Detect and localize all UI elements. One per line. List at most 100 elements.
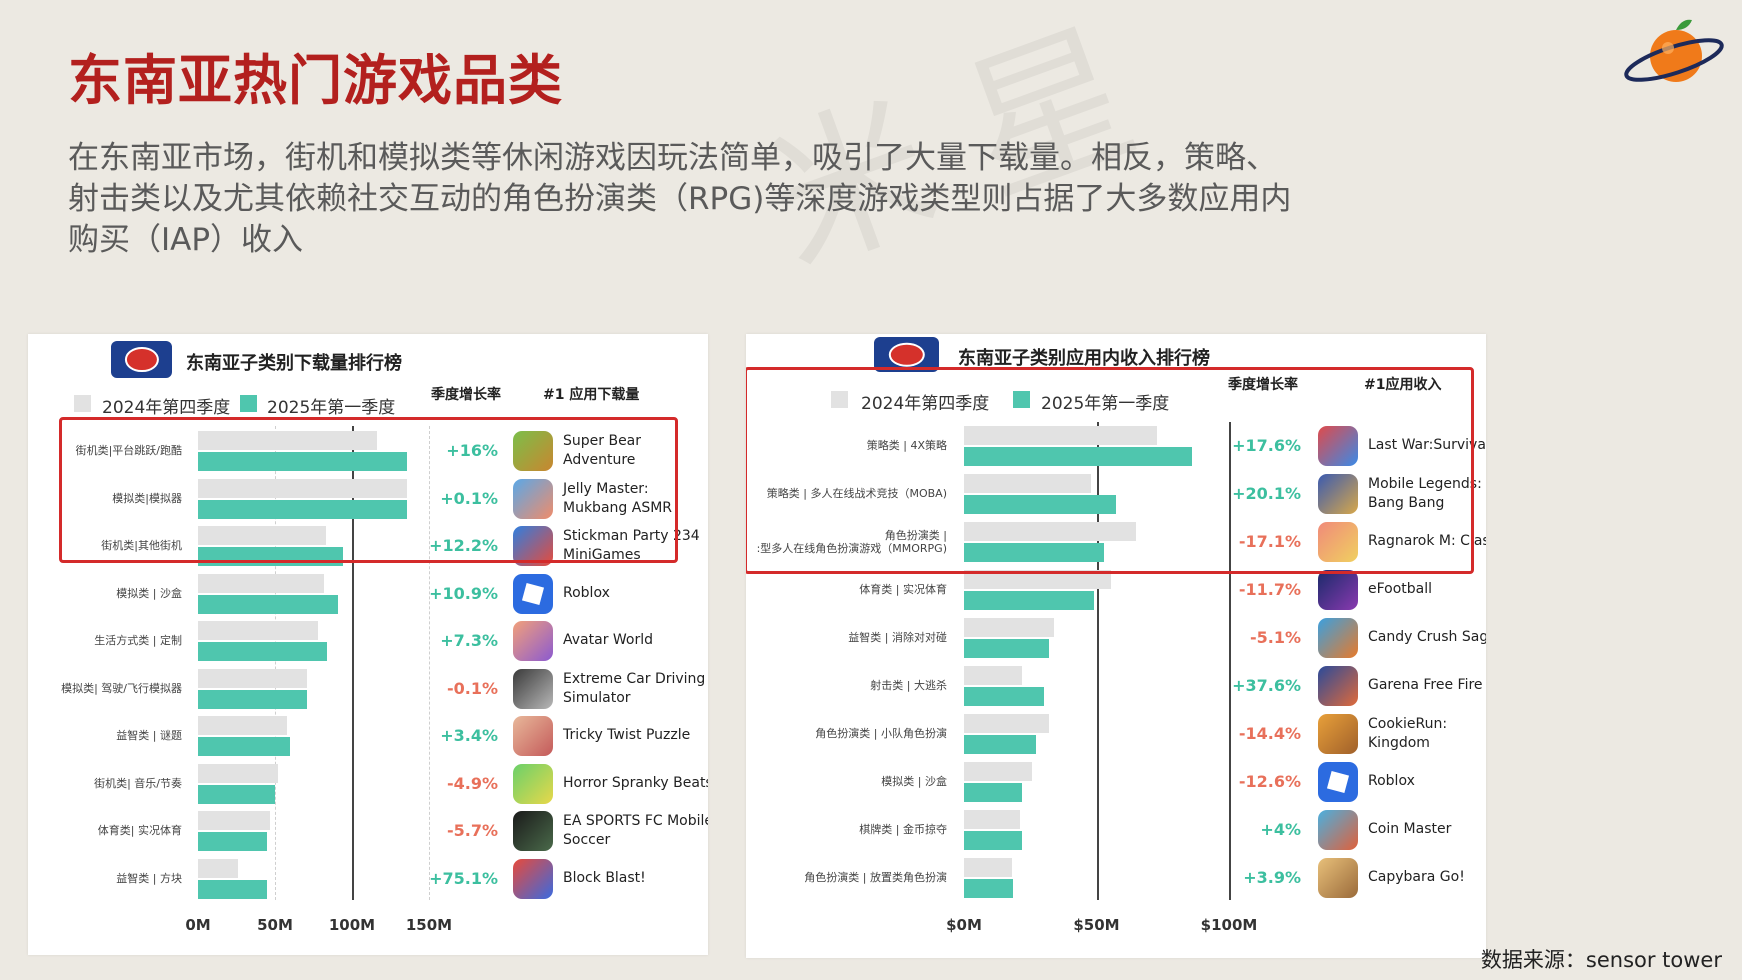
axis-divider-line (1096, 422, 1099, 900)
category-label-line: 生活方式类 | 定制 (94, 634, 182, 647)
x-tick-label: 100M (328, 916, 376, 934)
bar-q1-2025 (198, 642, 328, 661)
last-war-survival-icon[interactable] (1318, 426, 1358, 466)
app-name[interactable]: Tricky Twist Puzzle (563, 727, 691, 743)
bar-q4-2024 (198, 478, 408, 498)
category-label: 棋牌类 | 金币掠夺 (859, 823, 947, 836)
intro-line: 购买（IAP）收入 (68, 222, 304, 258)
bar-q1-2025 (964, 735, 1036, 754)
candy-crush-saga-icon[interactable] (1318, 618, 1358, 658)
app-name[interactable]: Super Bear Adventure (563, 433, 642, 468)
category-label-line: 益智类 | 方块 (116, 871, 182, 885)
ea-sports-fc-icon[interactable] (513, 811, 553, 851)
bar-q1-2025 (964, 639, 1049, 658)
block-blast-icon[interactable] (513, 858, 553, 899)
chart-title: 东南亚子类别下载量排行榜 (186, 353, 402, 374)
app-name[interactable]: Garena Free Fire (1368, 677, 1483, 693)
bar-q4-2024 (964, 618, 1055, 637)
app-name[interactable]: eFootball (1368, 581, 1433, 597)
bar-q4-2024 (964, 714, 1049, 733)
avatar-world-icon[interactable] (513, 621, 553, 661)
category-label-line: 策略类 | 4X策略 (866, 439, 947, 452)
extreme-car-driving-icon[interactable] (513, 668, 553, 709)
category-label: 策略类 | 4X策略 (867, 439, 947, 452)
category-label-line: 模拟类|模拟器 (112, 491, 182, 505)
legend-label-q4-2024: 2024年第四季度 (102, 398, 231, 418)
bar-q4-2024 (964, 570, 1112, 589)
horror-spranky-beats-icon[interactable] (513, 763, 553, 804)
category-label: 街机类| 音乐/节奏 (94, 777, 182, 790)
bar-q1-2025 (198, 737, 291, 756)
app-name[interactable]: CookieRun: Kingdom (1368, 716, 1448, 751)
category-label: 益智类 | 谜题 (116, 729, 182, 742)
growth-rate: +10.9% (429, 583, 498, 603)
bar-q1-2025 (964, 783, 1023, 802)
jelly-master-icon[interactable] (513, 478, 553, 519)
app-name[interactable]: Avatar World (563, 632, 654, 648)
app-name[interactable]: Roblox (1368, 773, 1415, 789)
growth-rate: -4.9% (446, 773, 498, 793)
x-tick-label: $0M (946, 916, 982, 934)
bar-q4-2024 (198, 573, 325, 593)
asean-flag-icon (111, 341, 172, 378)
roblox-icon[interactable] (513, 573, 553, 614)
ragnarok-m-icon[interactable] (1318, 522, 1358, 562)
growth-rate: -11.7% (1238, 580, 1301, 599)
x-tick-label: $50M (1073, 916, 1120, 934)
category-label: 生活方式类 | 定制 (94, 634, 182, 647)
category-label-line: 角色扮演类 | 小队角色扮演 (815, 727, 947, 740)
app-name[interactable]: Last War:Survival (1368, 437, 1486, 453)
category-label: 射击类 | 大逃杀 (870, 679, 947, 692)
app-column-header: #1应用收入 (1364, 377, 1442, 393)
highlight-box (746, 367, 1474, 574)
bar-q4-2024 (198, 526, 326, 545)
bar-q4-2024 (198, 621, 319, 640)
growth-column-header: 季度增长率 (431, 387, 501, 403)
app-name[interactable]: Coin Master (1368, 821, 1452, 837)
axis-divider-line (352, 426, 354, 900)
category-label: 模拟类|模拟器 (112, 492, 182, 505)
iap-revenue-ranking-panel: 东南亚子类别应用内收入排行榜 2024年第四季度 2025年第一季度 季度增长率 #1应… (746, 334, 1486, 958)
app-name[interactable]: Horror Spranky Beats (563, 774, 708, 791)
app-name[interactable]: Stickman Party 234 MiniGames (563, 528, 700, 563)
growth-rate: -0.1% (446, 678, 498, 698)
garena-free-fire-icon[interactable] (1318, 666, 1358, 706)
app-name[interactable]: EA SPORTS FC Mobile Soccer (563, 813, 708, 848)
stickman-party-icon[interactable] (513, 526, 553, 566)
tricky-twist-puzzle-icon[interactable] (513, 716, 553, 756)
category-label: 益智类 | 方块 (116, 872, 182, 885)
app-name[interactable]: Block Blast! (563, 869, 646, 886)
app-name[interactable]: Candy Crush Saga (1368, 629, 1486, 645)
bar-q1-2025 (964, 831, 1023, 850)
bar-q1-2025 (964, 591, 1094, 610)
app-name[interactable]: Roblox (563, 584, 610, 601)
legend-label-q4-2024: 2024年第四季度 (861, 394, 990, 414)
category-label-line: 模拟类| 驾驶/飞行模拟器 (61, 681, 182, 695)
mobile-legends-icon[interactable] (1318, 474, 1358, 514)
capybara-go-icon[interactable] (1318, 858, 1358, 898)
legend-swatch-q4-2024 (831, 391, 848, 408)
growth-rate: +0.1% (440, 488, 498, 508)
growth-rate: +12.2% (429, 536, 498, 555)
bar-q1-2025 (198, 879, 268, 899)
app-name[interactable]: Capybara Go! (1368, 869, 1465, 885)
roblox-icon[interactable] (1318, 762, 1358, 802)
bar-q1-2025 (198, 452, 408, 471)
growth-rate: -5.1% (1249, 628, 1301, 647)
legend-label-q1-2025: 2025年第一季度 (267, 398, 396, 418)
bar-q4-2024 (198, 431, 377, 450)
category-label-line: 模拟类 | 沙盒 (881, 775, 947, 788)
coin-master-icon[interactable] (1318, 810, 1358, 850)
cookierun-kingdom-icon[interactable] (1318, 714, 1358, 754)
category-label-line: 模拟类 | 沙盒 (116, 586, 182, 600)
app-name[interactable]: Mobile Legends: Bang Bang (1368, 476, 1482, 511)
growth-rate: +75.1% (429, 868, 498, 888)
category-label: 体育类 | 实况体育 (859, 583, 947, 596)
app-name[interactable]: Jelly Master: Mukbang ASMR (563, 480, 673, 516)
downloads-ranking-panel: 东南亚子类别下载量排行榜 2024年第四季度 2025年第一季度 季度增长率 #1 应用… (28, 334, 708, 955)
efootball-icon[interactable] (1318, 570, 1358, 610)
app-name[interactable]: Extreme Car Driving Simulator (563, 670, 706, 706)
category-label: 模拟类| 驾驶/飞行模拟器 (61, 682, 182, 695)
super-bear-adventure-icon[interactable] (513, 431, 553, 471)
category-label-line: 体育类| 实况体育 (97, 824, 182, 837)
